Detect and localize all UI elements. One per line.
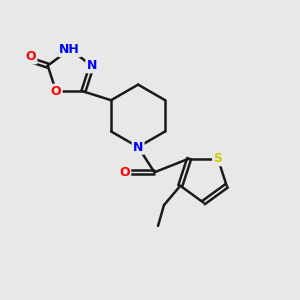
Text: O: O bbox=[51, 85, 62, 98]
Text: N: N bbox=[133, 140, 143, 154]
Text: NH: NH bbox=[59, 43, 80, 56]
Text: S: S bbox=[213, 152, 222, 165]
Text: O: O bbox=[119, 166, 130, 179]
Text: O: O bbox=[26, 50, 36, 63]
Text: N: N bbox=[87, 59, 97, 72]
